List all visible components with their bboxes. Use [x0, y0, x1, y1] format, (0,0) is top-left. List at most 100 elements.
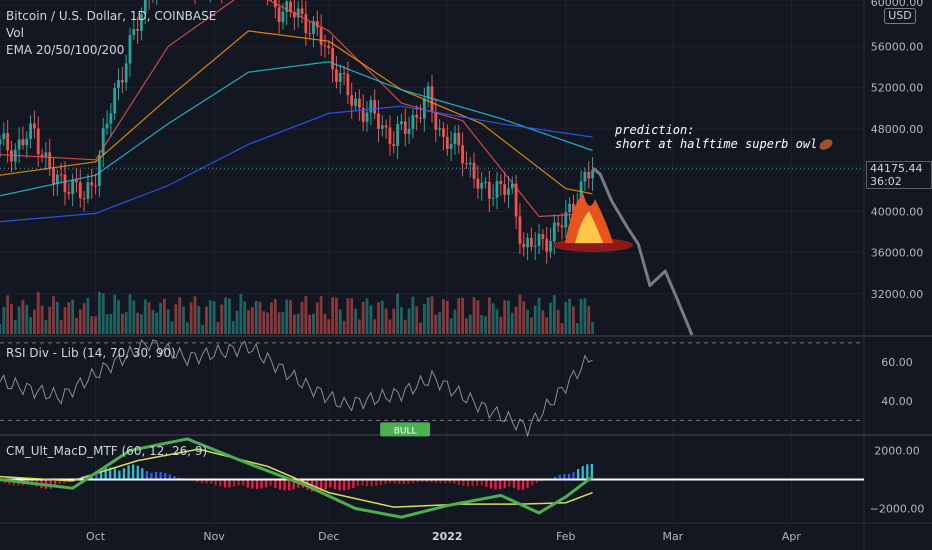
macd-histogram-bar	[581, 466, 584, 480]
macd-histogram-bar	[118, 470, 121, 480]
candle-body	[25, 138, 29, 146]
candle-body	[434, 111, 438, 130]
volume-bar	[109, 314, 113, 334]
macd-histogram-bar	[407, 479, 410, 484]
football-icon	[817, 137, 835, 152]
macd-histogram-bar	[269, 479, 272, 486]
candle-body	[503, 184, 507, 195]
volume-bar	[48, 306, 52, 334]
volume-bar	[361, 301, 365, 334]
candle-body	[342, 72, 346, 75]
macd-histogram-bar	[58, 479, 61, 484]
candle-body	[545, 238, 549, 252]
candle-body	[369, 100, 373, 113]
macd-histogram-bar	[54, 479, 57, 488]
macd-histogram-bar	[127, 465, 130, 480]
macd-histogram-bar	[567, 473, 571, 480]
last-price-tag: 44175.44 36:02	[866, 161, 932, 189]
macd-histogram-bar	[320, 479, 323, 492]
macd-histogram-bar	[173, 476, 176, 480]
volume-bar	[411, 296, 415, 334]
ema200-line	[0, 105, 593, 223]
volume-bar	[572, 306, 575, 334]
candle-body	[529, 237, 533, 247]
rsi-indicator-label[interactable]: RSI Div - Lib (14, 70, 30, 90)	[6, 346, 176, 360]
candle-body	[338, 72, 342, 82]
volume-bar	[285, 299, 289, 334]
candle-body	[442, 128, 445, 137]
volume-bar	[220, 304, 224, 334]
volume-bar	[166, 309, 170, 334]
macd-histogram-bar	[109, 467, 112, 480]
candle-body	[143, 0, 147, 14]
volume-bar	[281, 312, 285, 334]
volume-bar	[491, 303, 495, 334]
macd-histogram-bar	[499, 479, 502, 490]
volume-bar	[373, 319, 377, 334]
candle-body	[472, 162, 476, 179]
volume-bar	[434, 314, 438, 334]
volume-bar	[136, 312, 140, 334]
volume-bar	[90, 316, 94, 334]
volume-bar	[162, 298, 166, 334]
x-tick-label: Feb	[556, 530, 575, 543]
volume-bar	[243, 301, 247, 334]
candle-body	[292, 12, 296, 18]
volume-bar	[480, 315, 484, 334]
macd-histogram-bar	[361, 479, 364, 486]
volume-bar	[552, 295, 556, 334]
candle-body	[380, 125, 384, 129]
macd-histogram-bar	[122, 468, 126, 480]
candle-body	[327, 45, 331, 48]
volume-bar	[484, 316, 487, 334]
candle-body	[63, 174, 67, 193]
candle-body	[426, 86, 430, 99]
macd-histogram-bar	[366, 479, 369, 487]
candle-body	[52, 168, 55, 185]
macd-histogram-bar	[531, 479, 534, 486]
volume-bar	[465, 318, 468, 334]
macd-histogram-bar	[453, 479, 456, 484]
macd-tick-label: 2000.00	[874, 445, 920, 458]
macd-histogram-bar	[421, 479, 424, 482]
volume-bar	[182, 306, 185, 334]
volume-bar	[239, 293, 243, 334]
macd-histogram-bar	[329, 479, 332, 488]
ema-indicator-label[interactable]: EMA 20/50/100/200	[6, 43, 125, 57]
macd-histogram-bar	[196, 479, 199, 482]
volume-bar	[507, 300, 510, 334]
volume-bar	[13, 319, 17, 334]
candle-body	[384, 125, 388, 128]
macd-indicator-label[interactable]: CM_Ult_MacD_MTF (60, 12, 26, 9)	[6, 444, 208, 458]
volume-bar	[36, 292, 40, 334]
volume-bar	[128, 294, 132, 334]
volume-bar	[354, 308, 357, 334]
volume-bar	[400, 307, 403, 334]
volume-bar	[17, 306, 21, 334]
candle-body	[480, 182, 484, 189]
candle-body	[495, 181, 499, 198]
candle-body	[487, 182, 491, 199]
candle-body	[40, 154, 44, 157]
forecast-line	[591, 166, 694, 336]
volume-bar	[575, 323, 579, 334]
macd-histogram-bar	[370, 479, 373, 487]
candle-body	[449, 144, 453, 150]
symbol-title[interactable]: Bitcoin / U.S. Dollar, 1D, COINBASE	[6, 9, 217, 23]
candle-body	[86, 182, 90, 199]
candle-countdown: 36:02	[870, 175, 902, 188]
y-tick-label: 40000.00	[871, 205, 924, 218]
candle-body	[354, 98, 357, 106]
macd-signal-line	[0, 448, 593, 508]
macd-histogram-bar	[219, 479, 222, 487]
macd-tick-label: −2000.00	[870, 503, 925, 516]
prediction-annotation[interactable]: prediction: short at halftime superb owl	[615, 123, 835, 152]
x-tick-label: Dec	[318, 530, 339, 543]
currency-badge[interactable]: USD	[884, 8, 916, 24]
volume-indicator-label[interactable]: Vol	[6, 26, 24, 40]
candle-body	[120, 80, 124, 83]
macd-histogram-bar	[485, 479, 488, 488]
ema20-line	[0, 0, 593, 218]
volume-bar	[323, 313, 327, 334]
